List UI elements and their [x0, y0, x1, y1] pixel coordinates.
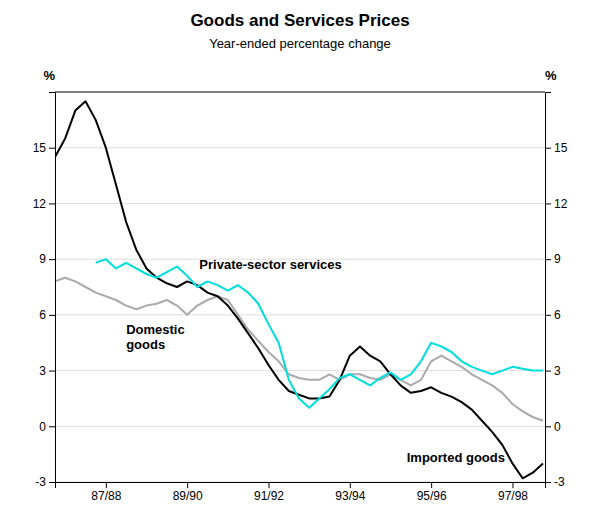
tick-mark — [49, 203, 55, 204]
tick-label: 15 — [33, 141, 47, 155]
tick: 95/96 — [417, 482, 447, 503]
tick-label: 93/94 — [335, 489, 365, 503]
tick: 6 — [39, 308, 55, 322]
tick: 0 — [39, 420, 55, 434]
tick-label: -3 — [35, 475, 46, 489]
tick-label: 89/90 — [173, 489, 203, 503]
tick: -3 — [545, 475, 565, 489]
tick-mark — [49, 148, 55, 149]
grid-line — [55, 147, 545, 148]
grid — [55, 148, 545, 482]
grid-line — [55, 314, 545, 315]
tick-mark — [49, 371, 55, 372]
tick-mark — [545, 203, 551, 204]
x-axis: 87/88 89/90 91/92 93/94 95/96 97/98 — [56, 482, 546, 503]
annotation: Private-sector services — [199, 257, 341, 272]
tick: 91/92 — [254, 482, 284, 503]
tick-mark — [545, 259, 551, 260]
tick-mark — [268, 482, 269, 488]
annotation: Imported goods — [407, 450, 505, 465]
tick-mark — [187, 482, 188, 488]
y-axis: -3 0 3 6 9 12 15 — [33, 93, 56, 490]
tick-mark — [350, 482, 351, 488]
grid-line — [55, 203, 545, 204]
tick: 97/98 — [498, 482, 528, 503]
tick: -3 — [35, 475, 55, 489]
series-line — [55, 101, 543, 478]
tick-mark — [49, 315, 55, 316]
tick-mark — [545, 315, 551, 316]
tick: 89/90 — [173, 482, 203, 503]
tick-label: 3 — [554, 364, 561, 378]
annotations: Private-sector services Domesticgoods Impo… — [126, 257, 505, 465]
tick-mark — [545, 482, 551, 483]
tick-label: -3 — [554, 475, 565, 489]
grid-line — [55, 426, 545, 427]
tick-label: 12 — [33, 197, 47, 211]
tick-mark — [49, 426, 55, 427]
tick-label: 6 — [39, 308, 46, 322]
tick-mark — [545, 148, 551, 149]
tick-label: 87/88 — [91, 489, 121, 503]
tick-label: 9 — [39, 252, 46, 266]
tick-mark — [49, 259, 55, 260]
grid-line — [55, 370, 545, 371]
chart: Goods and Services Prices Year-ended perc… — [0, 0, 600, 522]
tick: 0 — [545, 420, 561, 434]
title: Goods and Services Prices — [190, 11, 409, 30]
tick: 3 — [39, 364, 55, 378]
y2-axis-label: % — [545, 68, 557, 83]
tick-label: 91/92 — [254, 489, 284, 503]
tick-label: 3 — [39, 364, 46, 378]
series-group — [55, 101, 543, 478]
frame-line — [55, 92, 545, 93]
tick: 9 — [39, 252, 55, 266]
tick: 87/88 — [91, 482, 121, 503]
axis-line — [49, 93, 56, 483]
series-line — [96, 259, 543, 408]
tick: 3 — [545, 364, 561, 378]
tick-label: 9 — [554, 252, 561, 266]
tick: 12 — [545, 197, 568, 211]
tick: 15 — [33, 141, 55, 155]
tick-label: 0 — [554, 420, 561, 434]
axis-line — [56, 483, 546, 489]
tick-label: 0 — [39, 420, 46, 434]
tick-mark — [545, 426, 551, 427]
tick-mark — [49, 482, 55, 483]
tick-mark — [512, 482, 513, 488]
subtitle: Year-ended percentage change — [209, 36, 391, 51]
annotation: Domesticgoods — [126, 322, 185, 352]
tick-label: 97/98 — [498, 489, 528, 503]
tick-mark — [106, 482, 107, 488]
tick-mark — [431, 482, 432, 488]
tick-label: 6 — [554, 308, 561, 322]
y2-axis: -3 0 3 6 9 12 15 — [545, 93, 568, 490]
plot: 87/88 89/90 91/92 93/94 95/96 97/98 -3 0 3 6 9 12 15… — [33, 68, 568, 503]
tick: 12 — [33, 197, 55, 211]
tick: 93/94 — [335, 482, 365, 503]
tick: 9 — [545, 252, 561, 266]
tick: 15 — [545, 141, 568, 155]
tick-label: 95/96 — [417, 489, 447, 503]
tick-label: 12 — [554, 197, 568, 211]
axis-line — [546, 93, 552, 483]
y-axis-label: % — [43, 68, 55, 83]
tick-mark — [545, 371, 551, 372]
tick: 6 — [545, 308, 561, 322]
tick-label: 15 — [554, 141, 568, 155]
